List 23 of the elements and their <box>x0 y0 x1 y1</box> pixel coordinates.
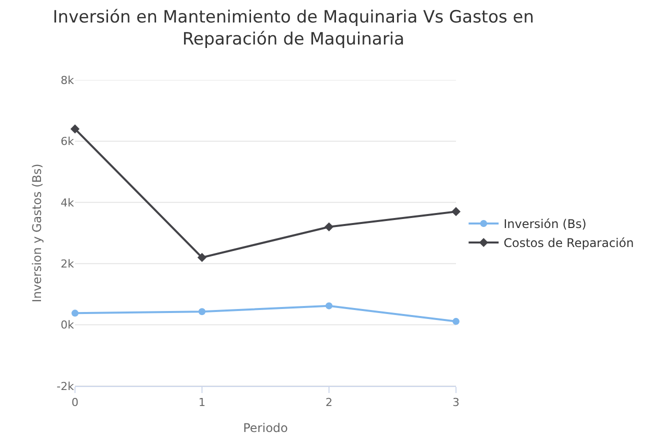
legend-label: Inversión (Bs) <box>504 217 586 232</box>
point <box>452 318 460 325</box>
y-tick-label: 0k <box>60 318 75 332</box>
point <box>451 207 461 216</box>
legend-label: Costos de Reparación <box>504 236 634 250</box>
point <box>324 222 334 232</box>
x-axis-title: Periodo <box>243 421 288 435</box>
x-tick-label: 0 <box>72 396 78 410</box>
y-tick-label: 4k <box>60 196 75 210</box>
point <box>72 310 78 317</box>
y-tick-label: 6k <box>60 135 75 148</box>
x-tick-label: 3 <box>452 396 460 410</box>
y-tick-label: 2k <box>60 257 75 270</box>
y-axis-title: Inversion y Gastos (Bs) <box>30 164 44 302</box>
y-tick-label: -2k <box>56 380 75 393</box>
point <box>326 302 332 310</box>
point <box>197 252 207 262</box>
point <box>70 124 80 134</box>
point <box>198 308 206 316</box>
x-tick-label: 1 <box>198 396 206 410</box>
x-tick-label: 2 <box>326 396 332 410</box>
chart-title: Inversión en Mantenimiento de Maquinaria Vs Gastos en Reparación de Maquinaria <box>52 7 534 50</box>
y-tick-label: 8k <box>60 74 75 87</box>
